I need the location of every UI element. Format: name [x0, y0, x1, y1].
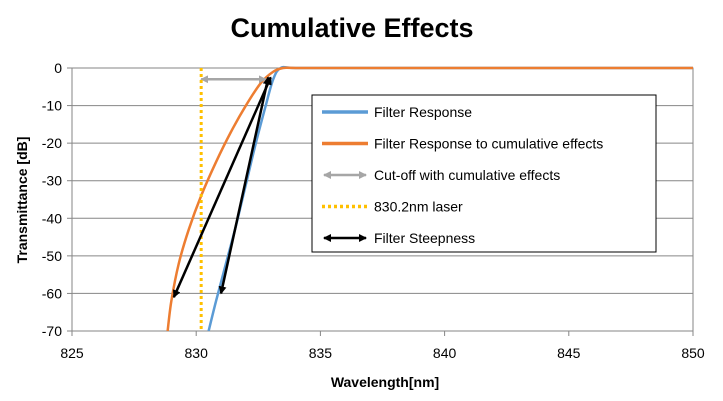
y-tick-label: -30	[42, 173, 62, 189]
x-tick-label: 840	[433, 345, 457, 361]
x-tick-label: 845	[557, 345, 581, 361]
legend-box	[311, 94, 657, 253]
x-tick-label: 835	[309, 345, 333, 361]
legend-label-830-2nm-laser: 830.2nm laser	[374, 199, 463, 215]
x-axis-label: Wavelength[nm]	[331, 374, 439, 390]
x-tick-label: 830	[185, 345, 209, 361]
y-tick-label: -50	[42, 248, 62, 264]
y-tick-label: -60	[42, 285, 62, 301]
x-tick-label: 825	[60, 345, 84, 361]
y-tick-label: -20	[42, 135, 62, 151]
y-tick-label: -10	[42, 98, 62, 114]
legend-label-filter-response: Filter Response	[374, 104, 472, 120]
legend-label-filter-response-to-cumulative-effects: Filter Response to cumulative effects	[374, 136, 603, 152]
series-group	[166, 65, 693, 332]
legend: Filter Response Filter Response to cumula…	[311, 94, 657, 253]
x-tick-label: 850	[681, 345, 705, 361]
legend-label-cut-off-with-cumulative-effects: Cut-off with cumulative effects	[374, 167, 560, 183]
y-tick-label: -40	[42, 210, 62, 226]
y-tick-label: 0	[54, 60, 62, 76]
series-filter-steepness-second	[218, 76, 271, 295]
x-axis-ticks: 825 830 835 840 845 850	[60, 331, 705, 361]
y-axis-label: Transmittance [dB]	[14, 137, 30, 264]
y-tick-label: -70	[42, 323, 62, 339]
y-axis-ticks: 0 -10 -20 -30 -40 -50 -60 -70	[42, 60, 72, 339]
chart-title: Cumulative Effects	[230, 13, 473, 43]
legend-label-filter-steepness: Filter Steepness	[374, 230, 475, 246]
